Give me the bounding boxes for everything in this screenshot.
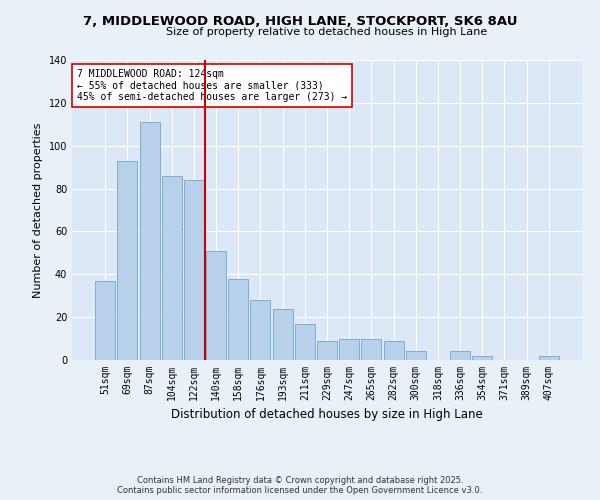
Bar <box>206 250 226 360</box>
Bar <box>361 338 382 360</box>
Bar <box>472 356 492 360</box>
Bar <box>184 180 204 360</box>
Title: Size of property relative to detached houses in High Lane: Size of property relative to detached ho… <box>166 27 488 37</box>
Text: Contains HM Land Registry data © Crown copyright and database right 2025.
Contai: Contains HM Land Registry data © Crown c… <box>118 476 482 495</box>
Bar <box>539 356 559 360</box>
Bar <box>95 280 115 360</box>
Bar <box>339 338 359 360</box>
Text: 7 MIDDLEWOOD ROAD: 124sqm
← 55% of detached houses are smaller (333)
45% of semi: 7 MIDDLEWOOD ROAD: 124sqm ← 55% of detac… <box>77 69 347 102</box>
Bar <box>272 308 293 360</box>
Bar <box>162 176 182 360</box>
Bar <box>450 352 470 360</box>
Bar <box>383 340 404 360</box>
Bar <box>250 300 271 360</box>
Y-axis label: Number of detached properties: Number of detached properties <box>33 122 43 298</box>
Bar <box>228 278 248 360</box>
Bar <box>317 340 337 360</box>
Bar <box>406 352 426 360</box>
Text: 7, MIDDLEWOOD ROAD, HIGH LANE, STOCKPORT, SK6 8AU: 7, MIDDLEWOOD ROAD, HIGH LANE, STOCKPORT… <box>83 15 517 28</box>
Bar <box>140 122 160 360</box>
Bar <box>118 160 137 360</box>
Bar <box>295 324 315 360</box>
X-axis label: Distribution of detached houses by size in High Lane: Distribution of detached houses by size … <box>171 408 483 422</box>
